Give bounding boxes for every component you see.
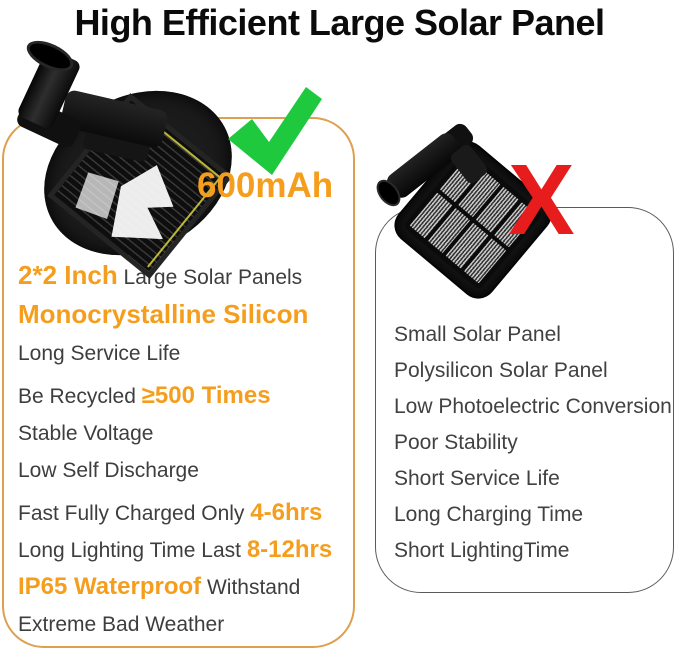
drawback-item: Short LightingTime <box>394 539 570 562</box>
drawback-item: Short Service Life <box>394 467 560 490</box>
feature-item: Monocrystalline Silicon <box>18 296 352 335</box>
feature-list: 2*2 Inch Large Solar Panels Monocrystall… <box>18 257 352 643</box>
drawback-list: Small Solar Panel Polysilicon Solar Pane… <box>394 317 672 569</box>
feature-text: Withstand <box>201 576 301 599</box>
feature-text: Long Service Life <box>18 342 181 365</box>
feature-text: Low Self Discharge <box>18 459 199 482</box>
feature-highlight: IP65 Waterproof <box>18 573 202 600</box>
feature-text: Be Recycled <box>18 385 142 408</box>
feature-item: Long Service Life <box>18 335 352 372</box>
feature-text: Fast Fully Charged Only <box>18 502 251 525</box>
green-checkmark-icon <box>228 87 322 175</box>
feature-text: Extreme Bad Weather <box>18 613 225 636</box>
feature-highlight: Monocrystalline Silicon <box>18 299 309 329</box>
feature-item: Low Self Discharge <box>18 452 352 489</box>
feature-highlight: 4-6hrs <box>250 499 323 526</box>
drawback-item: Small Solar Panel <box>394 323 561 346</box>
feature-item: Be Recycled ≥500 Times <box>18 378 352 415</box>
feature-highlight: ≥500 Times <box>141 382 271 409</box>
feature-text: Long Lighting Time Last <box>18 539 247 562</box>
drawback-item: Polysilicon Solar Panel <box>394 359 608 382</box>
feature-item: Fast Fully Charged Only 4-6hrs <box>18 495 352 532</box>
feature-text: Large Solar Panels <box>117 266 303 289</box>
drawback-item: Low Photoelectric Conversion <box>394 395 672 418</box>
round-solar-panel-photo <box>0 34 261 287</box>
feature-item: Extreme Bad Weather <box>18 606 352 643</box>
drawback-item: Poor Stability <box>394 431 518 454</box>
feature-item: Stable Voltage <box>18 415 352 452</box>
drawback-item: Long Charging Time <box>394 503 584 526</box>
battery-capacity: 600mAh <box>197 166 334 205</box>
red-x-icon: X <box>508 144 575 256</box>
feature-highlight: 8-12hrs <box>246 536 333 563</box>
feature-highlight: 2*2 Inch <box>18 260 118 290</box>
feature-text: Stable Voltage <box>18 422 154 445</box>
feature-item: IP65 Waterproof Withstand <box>18 569 352 606</box>
feature-item: 2*2 Inch Large Solar Panels <box>18 257 352 296</box>
feature-item: Long Lighting Time Last 8-12hrs <box>18 532 352 569</box>
page-title: High Efficient Large Solar Panel <box>74 2 605 43</box>
